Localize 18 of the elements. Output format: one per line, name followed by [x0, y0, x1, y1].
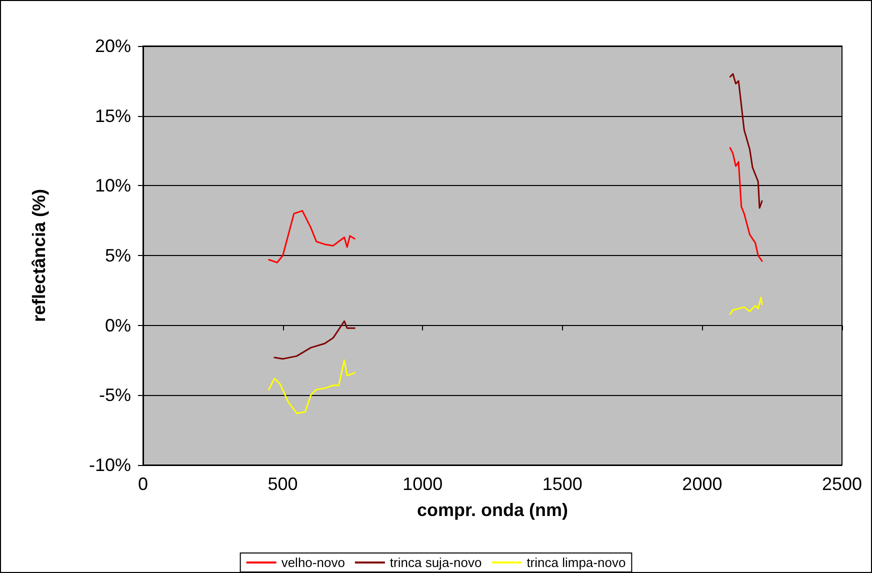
- y-axis-title: reflectância (%): [29, 188, 49, 322]
- x-tick-label: 1000: [402, 474, 443, 494]
- x-axis-title: compr. onda (nm): [416, 500, 568, 520]
- legend-label: trinca suja-novo: [390, 555, 482, 570]
- y-tick-label: -10%: [88, 455, 131, 475]
- x-tick-label: 0: [138, 474, 148, 494]
- legend-label: trinca limpa-novo: [526, 555, 626, 570]
- x-tick-label: 1500: [542, 474, 582, 494]
- y-tick-label: 0%: [104, 315, 131, 336]
- y-tick-label: -5%: [98, 385, 131, 406]
- x-tick-label: 2500: [822, 474, 862, 494]
- y-tick-label: 10%: [94, 176, 131, 196]
- y-tick-label: 15%: [94, 106, 131, 126]
- x-tick-label: 2000: [682, 474, 722, 494]
- legend-label: velho-novo: [281, 555, 345, 570]
- y-tick-label: 20%: [94, 36, 131, 56]
- x-tick-label: 500: [268, 474, 298, 494]
- y-tick-label: 5%: [104, 246, 131, 266]
